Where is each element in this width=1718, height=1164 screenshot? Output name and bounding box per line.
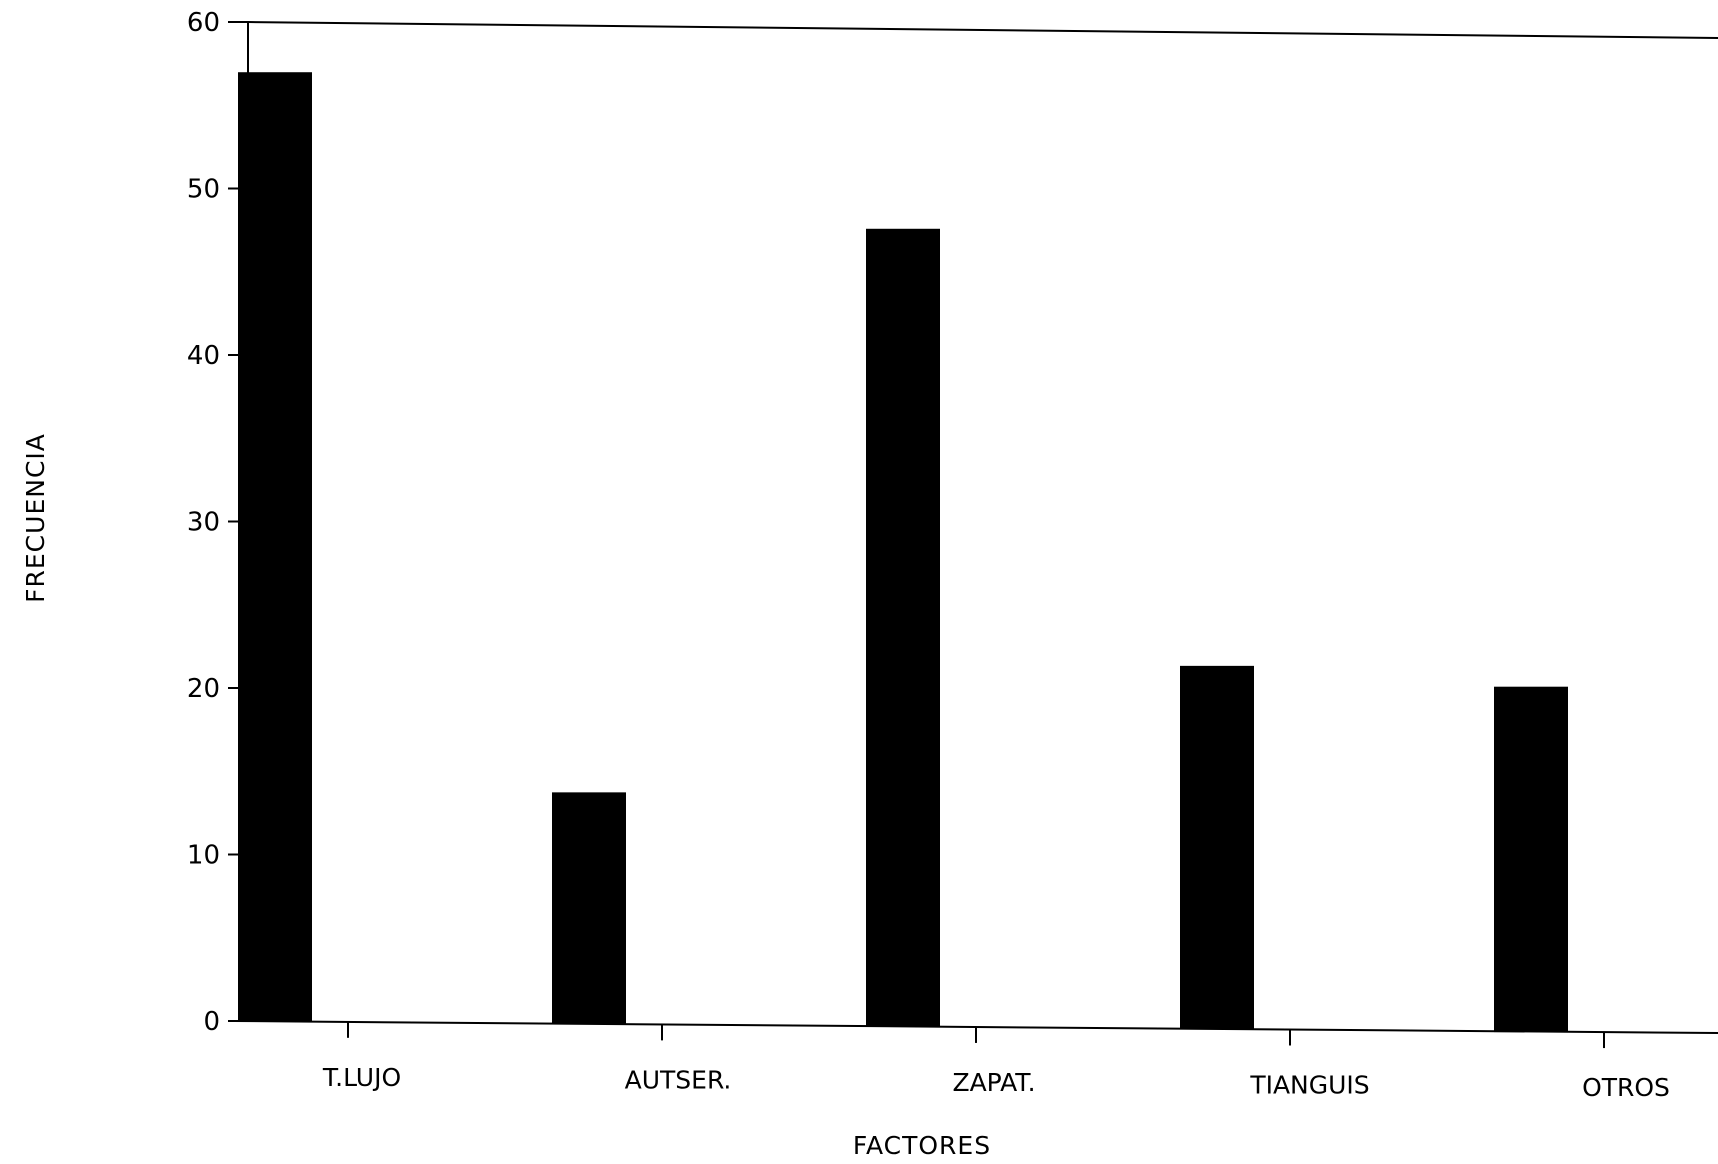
- bar-t-lujo: [238, 72, 312, 1022]
- x-tick-label: OTROS: [1582, 1073, 1670, 1102]
- x-tick-label: T.LUJO: [322, 1063, 401, 1092]
- bar-otros: [1494, 686, 1568, 1033]
- x-axis-title: FACTORES: [853, 1131, 991, 1160]
- bar-tianguis: [1180, 665, 1254, 1030]
- y-tick-label: 0: [203, 1007, 220, 1037]
- x-tick-label: TIANGUIS: [1249, 1071, 1369, 1100]
- y-tick-label: 10: [187, 841, 220, 871]
- x-axis-ticks: T.LUJO AUTSER. ZAPAT. TIANGUIS OTROS: [322, 1021, 1670, 1102]
- bar-zapat: [866, 228, 940, 1027]
- y-tick-label: 50: [187, 175, 220, 205]
- bar-autser: [552, 792, 626, 1025]
- y-tick-label: 40: [187, 341, 220, 371]
- y-tick-label: 20: [187, 674, 220, 704]
- x-tick-label: ZAPAT.: [952, 1068, 1035, 1097]
- top-border-line: [247, 21, 1718, 39]
- y-axis-title: FRECUENCIA: [21, 433, 50, 603]
- y-axis-ticks: 0 10 20 30 40 50 60: [187, 8, 248, 1037]
- y-tick-label: 60: [187, 8, 220, 38]
- x-tick-label: AUTSER.: [625, 1065, 732, 1094]
- y-tick-label: 30: [187, 508, 220, 538]
- bars: [238, 72, 1568, 1033]
